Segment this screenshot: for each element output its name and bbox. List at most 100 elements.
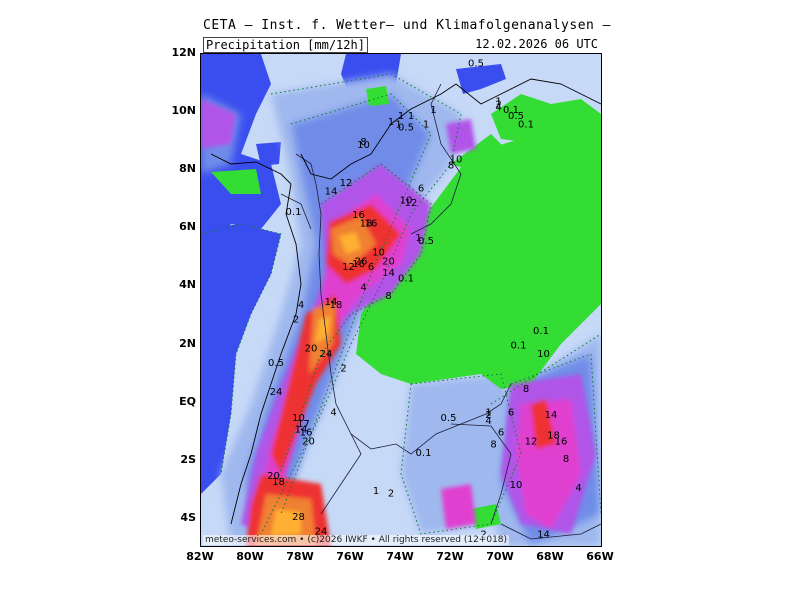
dry-land-panama [211, 169, 261, 194]
latitude-tick-label: EQ [179, 394, 196, 408]
contour-label: 2 [340, 364, 346, 375]
dry-land-small [366, 86, 389, 106]
contour-label: 0.1 [533, 326, 549, 337]
contour-label: 20 [382, 256, 395, 267]
contour-label: 12 [342, 262, 355, 273]
longitude-tick-label: 68W [536, 550, 564, 563]
contour-label: 4 [330, 407, 336, 418]
contour-label: 4 [298, 300, 304, 311]
longitude-tick-label: 76W [336, 550, 364, 563]
contour-label: 1 [398, 111, 404, 122]
contour-label: 1 [423, 120, 429, 131]
pacific-dry-area-south [201, 224, 281, 494]
coastline [210, 78, 601, 525]
pacific-dry-area [201, 54, 281, 239]
contour-label: 6 [418, 184, 424, 195]
contour-label: 14 [382, 268, 395, 279]
contour-label: 1 [495, 97, 501, 108]
contour-label: 8 [490, 439, 496, 450]
contour-label: 4 [575, 483, 581, 494]
contour-label: 10 [450, 155, 463, 166]
latitude-tick-label: 2N [179, 336, 196, 350]
longitude-tick-label: 72W [436, 550, 464, 563]
longitude-tick-label: 78W [286, 550, 314, 563]
contour-label: 10 [372, 248, 385, 259]
gulf-dry-area [256, 142, 281, 166]
precip-heavy-layer [201, 99, 596, 546]
contour-label: 2 [495, 99, 501, 110]
latitude-tick-label: 6N [179, 220, 196, 234]
contour-label: 8 [385, 291, 391, 302]
contour-label: 10 [510, 480, 523, 491]
contour-label: 20 [302, 436, 315, 447]
contour-label: 26 [355, 256, 368, 267]
contour-label: 1 [430, 105, 436, 116]
contour-label: 2 [480, 529, 486, 540]
contour-label: 12 [525, 436, 538, 447]
contour-label: 16 [352, 259, 365, 270]
contour-label: 18 [272, 477, 285, 488]
country-borders [280, 83, 601, 540]
valid-time: 12.02.2026 06 UTC [475, 37, 598, 51]
contour-label: 1 [408, 111, 414, 122]
contour-label: 0.5 [441, 413, 457, 424]
longitude-tick-label: 70W [486, 550, 514, 563]
copyright-credit: meteo-services.com • (c)2026 IWKF • All … [203, 535, 510, 545]
longitude-tick-label: 80W [236, 550, 264, 563]
variable-label: Precipitation [mm/12h] [203, 37, 368, 53]
longitude-tick-label: 82W [186, 550, 214, 563]
contour-label: 24 [320, 349, 333, 360]
contour-label: 10 [357, 140, 370, 151]
contour-label: 1 [415, 233, 421, 244]
contour-label: 20 [305, 343, 318, 354]
caribbean-dry-area-east [456, 64, 506, 94]
contour-label: 18 [360, 219, 373, 230]
contour-label: 0.5 [508, 111, 524, 122]
contour-label: 16 [555, 436, 568, 447]
contour-label: 14 [537, 529, 550, 540]
contour-label: 2 [388, 489, 394, 500]
title-row: Precipitation [mm/12h] 12.02.2026 06 UTC [200, 37, 600, 53]
contour-label: 2 [293, 314, 299, 325]
contour-lines [201, 73, 601, 535]
dry-land-interior [356, 114, 601, 389]
contour-label: 18 [547, 431, 560, 442]
contour-label: 10 [400, 195, 413, 206]
contour-label: 0.5 [468, 59, 484, 70]
longitude-tick-label: 66W [586, 550, 614, 563]
contour-label: 12 [405, 198, 418, 209]
contour-label: 1 [388, 117, 394, 128]
contour-label: 10 [537, 349, 550, 360]
contour-label: 8 [563, 454, 569, 465]
contour-label: 1 [395, 120, 401, 131]
contour-label: 14 [295, 425, 308, 436]
contour-label: 0.1 [398, 274, 414, 285]
contour-label: 4 [485, 416, 491, 427]
contour-label: 0.5 [398, 123, 414, 134]
contour-label: 16 [300, 428, 313, 439]
contour-label: 14 [545, 410, 558, 421]
contour-label: 6 [368, 262, 374, 273]
contour-label: 0.5 [418, 236, 434, 247]
contour-label: 6 [508, 407, 514, 418]
contour-label: 8 [360, 137, 366, 148]
latitude-tick-label: 4N [179, 278, 196, 292]
contour-label: 24 [270, 387, 283, 398]
contour-label: 14 [325, 187, 338, 198]
contour-label: 10 [292, 413, 305, 424]
contour-label: 24 [315, 526, 328, 537]
contour-label: 1 [373, 486, 379, 497]
contour-label: 8 [523, 384, 529, 395]
contour-label: 1 [485, 407, 491, 418]
contour-label: 2 [485, 410, 491, 421]
contour-label: 18 [330, 300, 343, 311]
contour-label: 0.1 [416, 448, 432, 459]
contour-label: 16 [365, 219, 378, 230]
dry-land-south [471, 504, 501, 529]
contour-label: 6 [498, 428, 504, 439]
contour-label: 14 [325, 297, 338, 308]
precipitation-map: 0.5 1 1 1 1 0.5 1 1 1 2 4 0.1 0.5 0.1 8 10 12 14 10 8 6 10 12 0… [200, 53, 602, 547]
contour-label: 8 [448, 160, 454, 171]
